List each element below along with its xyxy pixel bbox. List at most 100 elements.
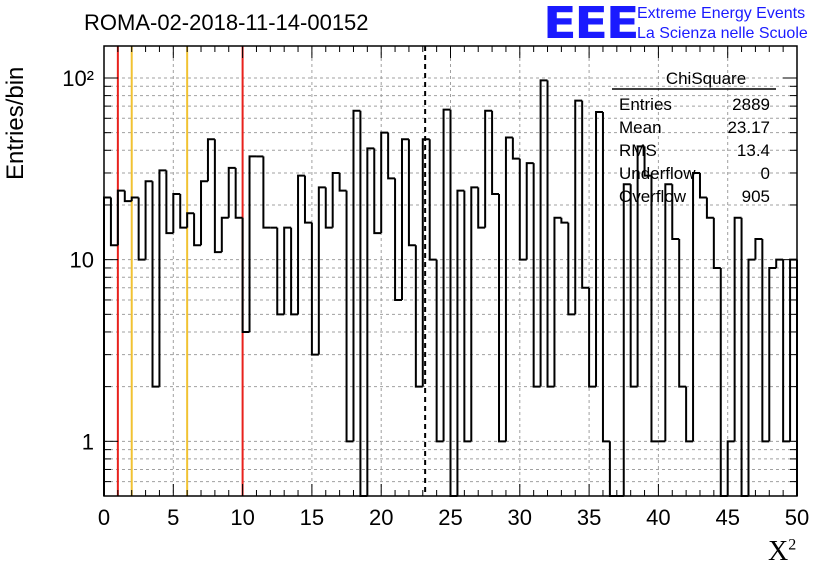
stats-row-label: Entries [619, 95, 672, 114]
histogram-bin [539, 79, 548, 387]
histogram-bin [103, 196, 111, 496]
histogram-bin [130, 196, 139, 202]
histogram-bin [484, 109, 493, 228]
histogram-bin [498, 193, 506, 443]
histogram-bin [352, 109, 361, 442]
histogram-bin [622, 183, 631, 496]
histogram-bin [685, 386, 694, 443]
histogram-bin [726, 440, 735, 496]
histogram-bin [387, 132, 396, 180]
chart-title: ROMA-02-2018-11-14-00152 [84, 10, 369, 35]
x-axis-label-superscript: 2 [788, 536, 797, 554]
stats-row-value: 13.4 [737, 141, 770, 160]
y-tick-label: 1 [82, 429, 94, 454]
histogram-bin [200, 180, 208, 246]
histogram-bin [456, 189, 465, 496]
histogram-bin [262, 156, 271, 229]
x-tick-label: 15 [300, 505, 324, 530]
x-tick-label: 45 [715, 505, 739, 530]
x-tick-label: 50 [785, 505, 809, 530]
histogram-bin [643, 146, 652, 177]
stats-box: ChiSquare Entries 2889 Mean 23.17 RMS 13.4 Unde… [612, 69, 776, 206]
histogram-bin [470, 186, 479, 442]
stats-row-label: Mean [619, 118, 662, 137]
histogram-bin [338, 172, 347, 192]
x-axis-ticks: 0 5 10 15 20 25 30 35 40 45 50 [98, 46, 809, 530]
histogram-bin [297, 174, 305, 315]
histogram-bin [719, 267, 728, 497]
histogram-bin [650, 175, 659, 443]
histogram-bin [123, 190, 132, 203]
histogram-bin [574, 99, 583, 315]
histogram-bin [414, 245, 423, 388]
x-tick-label: 5 [167, 505, 179, 530]
histogram-bin [400, 138, 409, 300]
histogram-bin [359, 110, 368, 497]
histogram-bin [629, 184, 638, 388]
stats-row-value: 2889 [732, 95, 770, 114]
histogram-bin [317, 186, 326, 355]
stats-title: ChiSquare [666, 69, 746, 88]
histogram-bin [601, 111, 610, 443]
histogram-bin [310, 222, 319, 356]
histogram-bin [303, 175, 312, 224]
histogram-bin [109, 197, 118, 247]
histogram-bin [179, 193, 188, 229]
histogram-bin [664, 183, 673, 442]
x-tick-label: 0 [98, 505, 110, 530]
stats-row-label: RMS [619, 141, 657, 160]
histogram-bin [449, 109, 458, 497]
x-axis-label: X2 [768, 536, 796, 568]
histogram-bin [463, 190, 472, 443]
histogram-bin [782, 259, 791, 443]
histogram-bin [754, 237, 763, 260]
histogram-bin [380, 131, 389, 234]
logo-line-1: Extreme Energy Events [637, 5, 806, 22]
x-tick-label: 35 [577, 505, 601, 530]
histogram-bin [705, 197, 714, 219]
histogram-bin [373, 148, 382, 235]
histogram-bin [692, 171, 700, 442]
histogram-bin [283, 226, 292, 315]
histogram-bin [206, 138, 215, 182]
histogram-bin [116, 189, 125, 246]
y-tick-label: 10 [70, 248, 94, 273]
eee-logo-mark: EEE [543, 0, 640, 49]
histogram-bin [532, 163, 541, 388]
histogram-bin [248, 155, 257, 332]
histogram-bin [698, 172, 707, 199]
histogram-bin [567, 222, 576, 316]
histogram-bin [671, 184, 680, 240]
histogram-bin [733, 216, 742, 442]
x-tick-label: 10 [230, 505, 254, 530]
histogram-bin [345, 190, 354, 443]
stats-row-value: 0 [761, 164, 770, 183]
histogram-bin [428, 139, 437, 261]
histogram-bin [789, 258, 797, 442]
histogram-bin [158, 169, 167, 387]
histogram-bin [636, 145, 645, 387]
histogram-bin [491, 110, 500, 195]
x-tick-label: 20 [369, 505, 393, 530]
x-axis-label-base: X [768, 536, 789, 567]
x-tick-label: 25 [438, 505, 462, 530]
histogram-bin [560, 217, 569, 224]
histogram-bin [151, 181, 160, 388]
histogram-bin [276, 227, 285, 316]
histogram-bin [581, 100, 590, 289]
histogram-bin [678, 238, 687, 388]
histogram-bin [435, 259, 444, 443]
stats-row-label: Overflow [619, 187, 687, 206]
histogram-bin [546, 80, 555, 388]
histogram-bin [241, 217, 250, 333]
histogram-bin [290, 227, 299, 316]
histogram-bin [144, 180, 153, 260]
histogram-bin [442, 108, 451, 442]
histogram-bin [331, 171, 340, 228]
histogram-bin [137, 197, 146, 261]
histogram-bin [220, 216, 229, 253]
histogram-bin [768, 266, 777, 442]
histogram-bin [518, 158, 527, 261]
x-tick-label: 30 [508, 505, 532, 530]
